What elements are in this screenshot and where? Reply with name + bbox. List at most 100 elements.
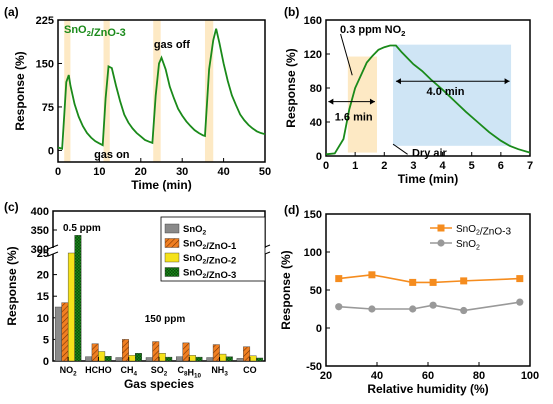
bar xyxy=(122,339,129,362)
bar xyxy=(236,358,244,362)
y-tick-label: 225 xyxy=(36,15,54,27)
panel-a: 0 10 20 30 40 50 0 75 150 225 SnO2/ZnO-3 gas on gas … xyxy=(4,5,271,192)
y-tick-label: 0 xyxy=(316,151,322,163)
y-tick-label: 0 xyxy=(316,323,322,335)
panel-label: (c) xyxy=(4,200,19,214)
bar xyxy=(158,353,166,362)
bar xyxy=(145,357,153,362)
bar xyxy=(219,353,227,362)
y-tick-label: 0 xyxy=(48,145,54,157)
data-point xyxy=(460,277,468,285)
series-line xyxy=(338,273,520,284)
y-tick-label: 350 xyxy=(31,225,49,237)
recovery-region xyxy=(393,44,512,146)
x-tick-label: 50 xyxy=(259,166,271,178)
data-point xyxy=(516,275,524,283)
bar xyxy=(249,355,257,362)
gas-off-label: gas off xyxy=(154,39,190,51)
concentration-annotation: 150 ppm xyxy=(145,314,186,325)
data-point xyxy=(335,303,343,311)
dry-air-label: Dry air xyxy=(412,147,448,159)
y-tick-label: 400 xyxy=(31,206,49,218)
y-tick-label: 150 xyxy=(304,209,322,221)
x-tick-label: 3 xyxy=(410,160,416,172)
bar xyxy=(98,351,106,362)
y-tick-label: 40 xyxy=(310,117,322,129)
data-point xyxy=(429,301,437,309)
legend-label: SnO2/ZnO-3 xyxy=(183,268,236,281)
x-tick-label: 40 xyxy=(217,166,229,178)
legend-marker xyxy=(437,224,445,232)
x-tick-label: CH4 xyxy=(120,365,137,377)
panel-label: (a) xyxy=(4,5,19,19)
x-tick-label: HCHO xyxy=(85,365,112,375)
y-axis-label: Response (%) xyxy=(279,250,293,329)
x-tick-label: 20 xyxy=(135,166,147,178)
x-tick-label: 10 xyxy=(93,166,105,178)
series-line xyxy=(57,28,266,150)
axis-break-mark xyxy=(47,251,59,257)
x-tick-label: NO2 xyxy=(60,365,78,377)
data-point xyxy=(516,298,524,306)
panel-b: 0 1 2 3 4 5 6 7 0 40 80 120 160 0.3 ppm NO2 1.6 min 4.0… xyxy=(284,5,533,186)
x-axis-label: Gas species xyxy=(124,377,194,391)
x-tick-label: 6 xyxy=(498,160,504,172)
legend-label: SnO2 xyxy=(183,224,207,236)
x-tick-label: SO2 xyxy=(151,365,168,377)
x-tick-label: C8H10 xyxy=(178,365,202,380)
x-tick-label: 40 xyxy=(371,370,383,382)
bar xyxy=(67,252,75,362)
response-time-label: 1.6 min xyxy=(335,111,373,123)
y-tick-label: 100 xyxy=(304,247,322,259)
x-tick-label: 7 xyxy=(527,160,533,172)
data-point xyxy=(368,305,376,313)
y-tick-label: 15 xyxy=(37,291,49,303)
x-tick-label: 100 xyxy=(521,370,539,382)
x-axis-label: Relative humidity (%) xyxy=(367,382,488,396)
x-tick-label: 1 xyxy=(352,160,358,172)
y-tick-label: 120 xyxy=(304,49,322,61)
bar xyxy=(61,302,69,362)
bar xyxy=(54,306,62,362)
bar xyxy=(176,356,183,362)
legend-marker xyxy=(437,239,445,247)
data-point xyxy=(429,278,437,286)
bar xyxy=(115,357,123,362)
plot-frame xyxy=(57,19,266,163)
legend-label: SnO2/ZnO-1 xyxy=(183,239,237,252)
gas-on-shade xyxy=(204,20,214,162)
y-axis-label: Response (%) xyxy=(284,48,298,127)
y-tick-label: 80 xyxy=(310,83,322,95)
recovery-time-label: 4.0 min xyxy=(427,86,465,98)
x-axis-label: Time (min) xyxy=(398,172,458,186)
y-tick-label: 5 xyxy=(43,334,49,346)
gas-arrow xyxy=(340,33,353,76)
x-tick-label: 5 xyxy=(469,160,475,172)
dry-air-arrow xyxy=(392,143,408,155)
series-line xyxy=(338,301,520,312)
y-tick-label: 25 xyxy=(37,248,49,260)
data-point xyxy=(460,306,468,315)
bar xyxy=(135,353,142,362)
x-tick-label: 20 xyxy=(320,370,332,382)
legend-swatch xyxy=(164,267,180,277)
axis-break-mask xyxy=(49,248,59,254)
concentration-annotation: 0.5 ppm xyxy=(63,223,101,234)
arrowhead xyxy=(369,98,375,105)
x-tick-label: 4 xyxy=(440,160,447,172)
data-point xyxy=(409,305,417,313)
y-tick-label: 300 xyxy=(31,244,49,256)
bar xyxy=(225,356,233,362)
bar xyxy=(206,357,214,362)
y-axis-label: Response (%) xyxy=(5,246,19,325)
y-axis-label: Response (%) xyxy=(13,51,27,130)
bar xyxy=(182,342,190,362)
y-tick-label: 10 xyxy=(37,313,49,325)
bar xyxy=(165,356,173,362)
gas-on-label: gas on xyxy=(94,149,130,161)
data-point xyxy=(368,271,376,279)
arrowhead xyxy=(395,78,401,85)
